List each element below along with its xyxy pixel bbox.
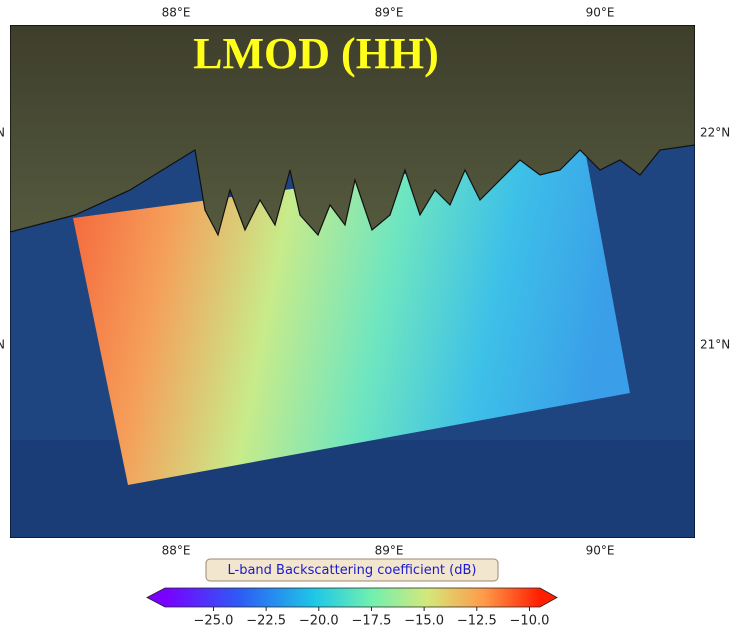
lat-label: 22°N (700, 126, 730, 140)
lon-label: 89°E (375, 6, 404, 20)
colorbar-label: L-band Backscattering coefficient (dB) (228, 563, 477, 578)
colorbar-extend-low (147, 588, 165, 607)
colorbar-tick-label: −12.5 (457, 614, 497, 629)
colorbar (165, 588, 540, 607)
lon-label: 88°E (162, 6, 191, 20)
colorbar-tick-label: −10.0 (510, 614, 550, 629)
map-title: LMOD (HH) (193, 29, 439, 78)
lon-label: 89°E (375, 544, 404, 558)
map-figure: LMOD (HH) 88°E 89°E 90°E 88°E 89°E 90°E … (0, 0, 730, 630)
colorbar-tick-label: −22.5 (246, 614, 286, 629)
lat-label: 21°N (0, 338, 5, 352)
lat-label: 21°N (700, 338, 730, 352)
deep-ocean (10, 440, 695, 538)
lon-label: 88°E (162, 544, 191, 558)
colorbar-tick-label: −17.5 (352, 614, 392, 629)
colorbar-tick-label: −25.0 (194, 614, 234, 629)
lon-label: 90°E (586, 6, 615, 20)
map-area: LMOD (HH) (10, 25, 695, 538)
lon-label: 90°E (586, 544, 615, 558)
lat-label: 22°N (0, 126, 5, 140)
colorbar-extend-high (540, 588, 557, 607)
colorbar-tick-label: −20.0 (299, 614, 339, 629)
colorbar-tick-label: −15.0 (404, 614, 444, 629)
